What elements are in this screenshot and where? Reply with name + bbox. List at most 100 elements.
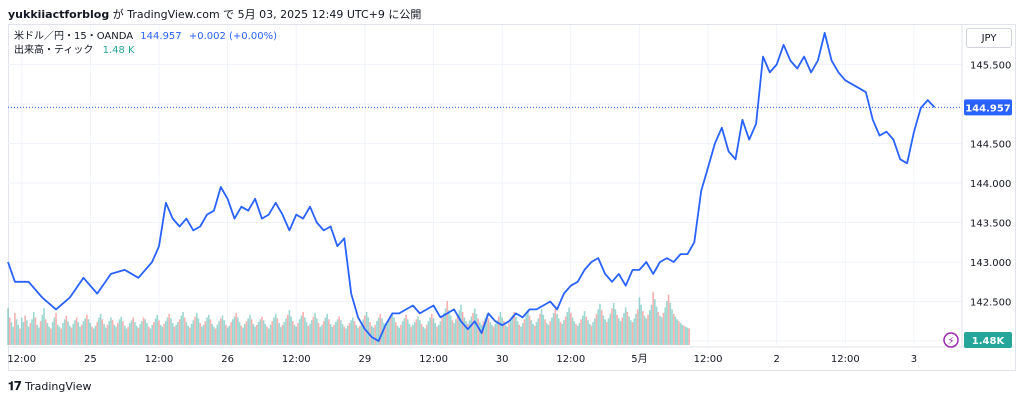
volume-bar xyxy=(588,323,591,345)
x-tick-label: 12:00 xyxy=(694,354,723,365)
volume-bar xyxy=(273,317,275,345)
volume-bar xyxy=(460,304,462,345)
volume-bar xyxy=(67,321,69,345)
volume-bar xyxy=(242,327,244,345)
y-tick-label: 143.000 xyxy=(970,258,1011,269)
volume-bar xyxy=(305,322,308,345)
volume-bar xyxy=(182,312,184,345)
volume-bar xyxy=(671,309,673,345)
volume-bar xyxy=(135,325,138,345)
volume-bar xyxy=(127,326,129,345)
volume-bar xyxy=(557,318,560,345)
volume-bar xyxy=(44,319,47,345)
volume-bar xyxy=(62,323,64,345)
volume-bar xyxy=(252,323,255,345)
volume-bar xyxy=(259,319,262,345)
volume-bar xyxy=(525,314,527,345)
volume-bar xyxy=(173,326,176,345)
volume-bar xyxy=(159,324,162,345)
volume-bar xyxy=(60,328,62,345)
volume-bar xyxy=(87,319,90,345)
volume-bar xyxy=(56,324,59,345)
volume-bar xyxy=(319,326,322,345)
volume-bar xyxy=(195,312,198,345)
volume-bar xyxy=(360,323,363,345)
volume-bar xyxy=(12,326,14,345)
volume-bar xyxy=(479,322,481,345)
volume-bar xyxy=(19,328,21,345)
volume-bar xyxy=(461,312,464,345)
volume-bar xyxy=(278,323,280,345)
volume-bar xyxy=(633,318,636,345)
y-tick-label: 145.500 xyxy=(970,61,1011,72)
volume-bar xyxy=(264,323,267,345)
publish-info: が TradingView.com で 5月 03, 2025 12:49 UT… xyxy=(112,8,422,21)
volume-bar xyxy=(422,326,425,345)
volume-bar xyxy=(316,318,318,345)
volume-bar xyxy=(31,319,33,345)
volume-bar xyxy=(286,314,289,345)
volume-bar xyxy=(379,313,382,345)
volume-bar xyxy=(647,314,649,345)
volume-bar xyxy=(606,322,608,345)
volume-bar xyxy=(487,318,490,345)
volume-bar xyxy=(582,315,584,345)
volume-bar xyxy=(233,316,236,345)
volume-bar xyxy=(664,307,666,345)
price-line xyxy=(7,32,936,342)
legend-price: 144.957 xyxy=(140,31,182,42)
currency-button[interactable]: JPY xyxy=(966,28,1012,48)
volume-bar xyxy=(328,319,330,345)
volume-bar xyxy=(676,319,678,345)
volume-bar xyxy=(226,327,229,345)
volume-bar xyxy=(384,326,387,345)
volume-bar xyxy=(336,319,339,345)
volume-bar xyxy=(204,321,207,345)
volume-bar xyxy=(238,322,241,345)
volume-bar xyxy=(163,323,165,345)
volume-bar xyxy=(492,326,495,345)
volume-bar xyxy=(283,322,286,345)
volume-bar xyxy=(684,326,687,345)
volume-bar xyxy=(655,306,658,345)
volume-bar xyxy=(249,314,251,345)
volume-bar xyxy=(437,324,440,345)
legend-change: +0.002 (+0.00%) xyxy=(188,31,277,42)
volume-bar xyxy=(271,321,274,345)
volume-bar xyxy=(401,321,404,345)
volume-bar xyxy=(604,319,606,345)
legend-volume-label[interactable]: 出来高・ティック xyxy=(14,45,94,56)
legend-symbol[interactable]: 米ドル／円・15・OANDA xyxy=(14,31,134,42)
volume-bar xyxy=(406,319,409,345)
volume-bar xyxy=(506,326,509,345)
volume-bar xyxy=(149,328,152,345)
volume-bar xyxy=(10,322,13,345)
volume-bar xyxy=(566,312,569,345)
tradingview-logo[interactable]: 𝟏7 TradingView xyxy=(8,379,92,394)
y-tick-label: 144.500 xyxy=(970,140,1011,151)
volume-bar xyxy=(255,324,258,345)
volume-bar xyxy=(192,320,195,345)
volume-bar xyxy=(573,321,576,345)
volume-bar xyxy=(214,328,217,345)
volume-bar xyxy=(268,328,270,345)
volume-bar xyxy=(110,317,112,345)
volume-bar xyxy=(206,317,208,345)
volume-bar xyxy=(446,301,449,345)
volume-bar xyxy=(27,326,30,345)
volume-bar xyxy=(50,328,52,345)
volume-bar xyxy=(113,324,116,345)
volume-bar xyxy=(374,324,376,345)
volume-bar xyxy=(199,323,201,345)
volume-bar xyxy=(369,322,371,345)
volume-bar xyxy=(654,299,656,345)
x-tick-label: 2 xyxy=(774,354,780,365)
volume-bar xyxy=(467,323,469,345)
volume-tag xyxy=(964,332,1012,348)
volume-bar xyxy=(561,323,564,345)
volume-bar xyxy=(129,323,131,345)
volume-bar xyxy=(367,317,370,345)
volume-bar xyxy=(594,318,596,345)
volume-bar xyxy=(211,323,213,345)
